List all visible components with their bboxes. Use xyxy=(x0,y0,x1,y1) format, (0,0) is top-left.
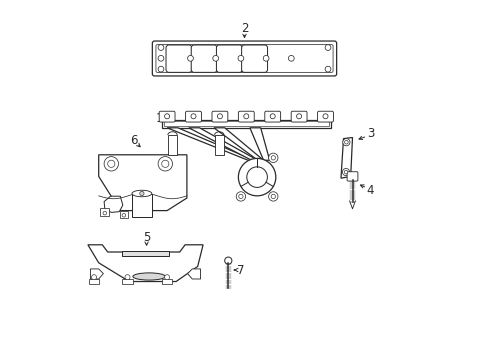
FancyBboxPatch shape xyxy=(156,45,332,72)
Circle shape xyxy=(125,275,130,280)
Polygon shape xyxy=(99,155,186,211)
Circle shape xyxy=(158,55,163,61)
Bar xyxy=(163,121,328,126)
Circle shape xyxy=(122,213,125,217)
Text: 6: 6 xyxy=(130,134,137,147)
Circle shape xyxy=(342,139,349,146)
Circle shape xyxy=(263,55,268,61)
Circle shape xyxy=(236,192,245,201)
FancyBboxPatch shape xyxy=(191,45,217,72)
Circle shape xyxy=(238,158,275,196)
Circle shape xyxy=(244,114,248,119)
Circle shape xyxy=(158,45,163,50)
Circle shape xyxy=(217,114,222,119)
Bar xyxy=(214,135,224,155)
Ellipse shape xyxy=(132,190,151,197)
FancyBboxPatch shape xyxy=(216,45,242,72)
Circle shape xyxy=(344,170,347,174)
Bar xyxy=(122,251,168,256)
Circle shape xyxy=(158,66,163,72)
Bar xyxy=(122,279,133,284)
Polygon shape xyxy=(213,128,263,160)
Text: 7: 7 xyxy=(237,264,244,276)
Circle shape xyxy=(104,157,118,171)
Circle shape xyxy=(140,192,144,196)
FancyBboxPatch shape xyxy=(238,111,254,122)
Ellipse shape xyxy=(133,273,165,280)
Circle shape xyxy=(103,211,106,215)
Bar xyxy=(167,135,177,155)
Polygon shape xyxy=(88,245,203,282)
Bar xyxy=(162,279,172,284)
Circle shape xyxy=(191,114,196,119)
Circle shape xyxy=(268,192,277,201)
Circle shape xyxy=(288,55,294,61)
Text: 3: 3 xyxy=(366,127,373,140)
Polygon shape xyxy=(90,269,103,279)
Text: 2: 2 xyxy=(240,22,248,35)
Circle shape xyxy=(224,257,231,264)
Circle shape xyxy=(270,156,275,160)
FancyBboxPatch shape xyxy=(185,111,201,122)
FancyBboxPatch shape xyxy=(241,45,267,72)
Circle shape xyxy=(212,55,218,61)
FancyBboxPatch shape xyxy=(166,45,192,72)
Circle shape xyxy=(162,160,168,167)
Polygon shape xyxy=(340,138,352,178)
FancyBboxPatch shape xyxy=(317,111,333,122)
Bar xyxy=(101,208,109,216)
FancyBboxPatch shape xyxy=(264,111,280,122)
Circle shape xyxy=(325,45,330,50)
Circle shape xyxy=(342,168,349,176)
Circle shape xyxy=(270,114,275,119)
Circle shape xyxy=(91,275,96,280)
Circle shape xyxy=(187,55,193,61)
FancyBboxPatch shape xyxy=(290,111,306,122)
Bar xyxy=(88,279,99,284)
Circle shape xyxy=(322,114,327,119)
Polygon shape xyxy=(167,128,254,160)
Text: 4: 4 xyxy=(366,184,373,197)
Circle shape xyxy=(238,194,243,199)
FancyBboxPatch shape xyxy=(211,111,227,122)
Polygon shape xyxy=(104,196,122,212)
Circle shape xyxy=(164,114,169,119)
Circle shape xyxy=(164,275,169,280)
Bar xyxy=(132,194,151,217)
Bar xyxy=(162,120,330,128)
Circle shape xyxy=(344,140,347,144)
Polygon shape xyxy=(187,269,200,279)
FancyBboxPatch shape xyxy=(346,172,357,181)
Circle shape xyxy=(325,66,330,72)
Bar xyxy=(120,211,128,218)
Circle shape xyxy=(296,114,301,119)
Polygon shape xyxy=(249,128,269,160)
Circle shape xyxy=(246,167,267,188)
Circle shape xyxy=(238,55,244,61)
Circle shape xyxy=(158,157,172,171)
Circle shape xyxy=(270,194,275,199)
Polygon shape xyxy=(188,128,257,160)
Text: 5: 5 xyxy=(142,231,150,244)
FancyBboxPatch shape xyxy=(159,111,175,122)
FancyBboxPatch shape xyxy=(152,41,336,76)
Circle shape xyxy=(107,160,115,167)
Text: 1: 1 xyxy=(156,112,163,125)
Circle shape xyxy=(268,153,277,162)
